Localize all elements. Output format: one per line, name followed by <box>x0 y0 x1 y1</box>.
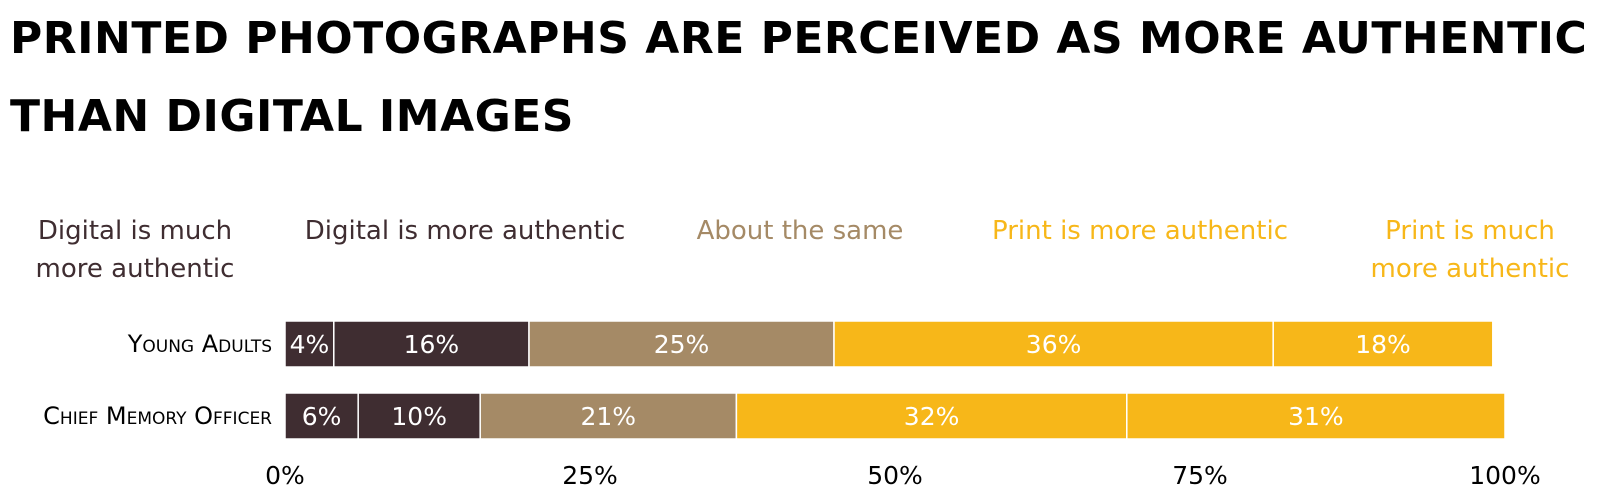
bar-value-label-0-1: 16% <box>404 330 460 359</box>
bar-segment-1-4 <box>1126 392 1506 440</box>
bar-value-label-1-2: 21% <box>581 402 637 431</box>
bar-segment-1-3 <box>735 392 1128 440</box>
bar-value-label-0-2: 25% <box>654 330 710 359</box>
x-tick-label: 0% <box>265 461 305 490</box>
bar-value-label-1-4: 31% <box>1288 402 1344 431</box>
bar-segment-0-0 <box>284 320 335 368</box>
bar-segment-1-1 <box>357 392 481 440</box>
bar-value-label-0-0: 4% <box>290 330 330 359</box>
legend-about-same: About the same <box>696 216 904 246</box>
x-tick-label: 75% <box>1172 461 1228 490</box>
legend-digital-more: Digital is more authentic <box>304 216 626 246</box>
bar-value-label-0-4: 18% <box>1355 330 1411 359</box>
x-tick-label: 50% <box>867 461 923 490</box>
chart-title: PRINTED PHOTOGRAPHS ARE PERCEIVED AS MOR… <box>10 13 1588 142</box>
x-tick-label: 100% <box>1469 461 1540 490</box>
bar-segment-0-3 <box>833 320 1274 368</box>
bar-segment-0-2 <box>528 320 835 368</box>
bar-value-label-1-1: 10% <box>391 402 447 431</box>
legend-print-more: Print is more authentic <box>992 216 1288 246</box>
x-tick-label: 25% <box>562 461 618 490</box>
bar-value-label-1-0: 6% <box>302 402 342 431</box>
bar-segment-1-2 <box>479 392 738 440</box>
bar-value-label-0-3: 36% <box>1026 330 1082 359</box>
bar-segment-0-1 <box>333 320 530 368</box>
legend-print-much: Print is much more authentic <box>1370 216 1570 284</box>
bar-segment-0-4 <box>1272 320 1494 368</box>
row-label-young-adults: Young Adults <box>127 330 272 358</box>
legend-digital-much: Digital is much more authentic <box>35 216 235 284</box>
bar-value-label-1-3: 32% <box>904 402 960 431</box>
row-label-chief-memory-officer: Chief Memory Officer <box>43 402 272 430</box>
